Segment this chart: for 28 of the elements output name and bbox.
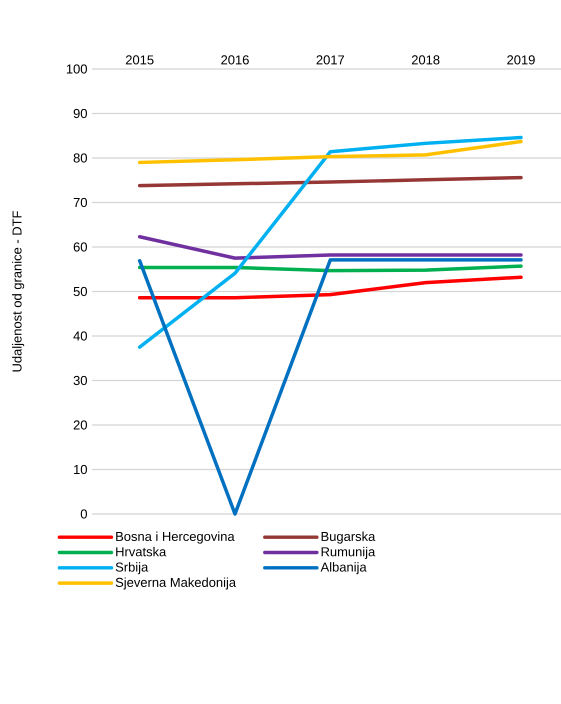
y-tick-label: 40 [73, 331, 87, 341]
line-series [138, 176, 523, 188]
y-tick-label: 30 [74, 376, 87, 386]
x-tick-label: 2015 [126, 55, 154, 64]
legend-label: Rumunija [322, 546, 376, 559]
x-tick-label: 2016 [221, 55, 249, 64]
y-tick-label: 20 [74, 420, 87, 430]
legend-label: Albanija [320, 562, 367, 574]
legend-label: Bugarska [322, 532, 376, 544]
y-tick-label: 70 [74, 198, 87, 208]
legend-label: Bosna i Hercegovina [116, 532, 235, 544]
y-tick-label: 10 [74, 464, 87, 474]
line-series [138, 136, 523, 349]
y-tick-label: 90 [74, 108, 87, 118]
y-axis-title: Udaljenost od granice - DTF [12, 211, 24, 372]
legend-label: Hrvatska [116, 546, 166, 556]
y-tick-label: 50 [74, 286, 87, 296]
legend-label: Sjeverna Makedonija [116, 577, 236, 590]
y-tick-label: 0 [80, 509, 87, 519]
x-tick-label: 2019 [507, 55, 535, 64]
x-tick-label: 2018 [412, 55, 440, 64]
line-series [138, 140, 523, 164]
line-series [138, 276, 523, 300]
y-tick-label: 80 [74, 153, 87, 163]
y-tick-label: 60 [74, 242, 87, 252]
legend-label: Srbija [116, 562, 148, 574]
x-tick-label: 2017 [316, 55, 344, 64]
y-tick-label: 100 [66, 64, 87, 74]
